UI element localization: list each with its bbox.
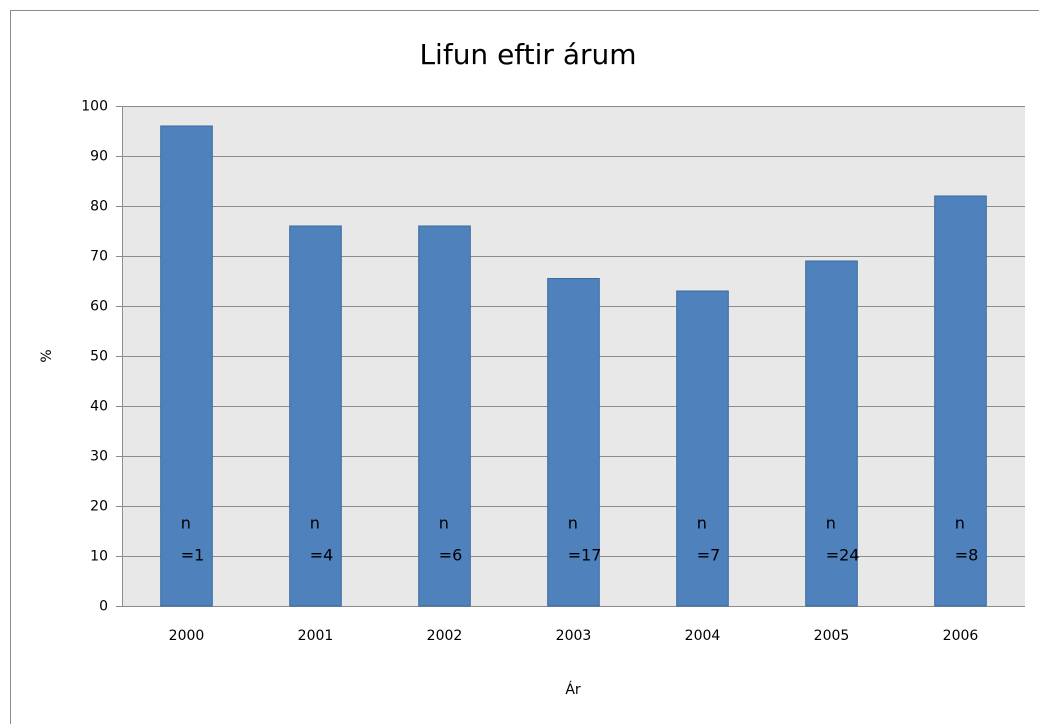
y-axis-label: % xyxy=(39,349,55,362)
data-label: =6 xyxy=(439,546,463,565)
bar xyxy=(418,225,471,607)
bar xyxy=(160,125,213,607)
data-label: =17 xyxy=(568,546,602,565)
bar xyxy=(676,290,729,607)
y-tick-label: 0 xyxy=(99,599,108,615)
y-tick-label: 30 xyxy=(90,449,108,465)
data-label: n xyxy=(310,514,320,533)
data-label: n xyxy=(955,514,965,533)
bar xyxy=(805,260,858,607)
data-label: n xyxy=(697,514,707,533)
y-tick-label: 100 xyxy=(81,99,108,115)
bar xyxy=(934,195,987,607)
x-tick-label: 2005 xyxy=(814,628,850,644)
y-tick-label: 20 xyxy=(90,499,108,515)
bar xyxy=(289,225,342,607)
x-tick-label: 2000 xyxy=(169,628,205,644)
y-tick-label: 60 xyxy=(90,299,108,315)
x-tick-label: 2006 xyxy=(943,628,979,644)
data-label: =4 xyxy=(310,546,334,565)
y-tick-label: 90 xyxy=(90,149,108,165)
x-tick-label: 2004 xyxy=(685,628,721,644)
x-tick-label: 2002 xyxy=(427,628,463,644)
y-tick-label: 50 xyxy=(90,349,108,365)
y-tick-label: 40 xyxy=(90,399,108,415)
data-label: =7 xyxy=(697,546,721,565)
x-tick-label: 2001 xyxy=(298,628,334,644)
data-label: n xyxy=(568,514,578,533)
data-label: =1 xyxy=(181,546,205,565)
data-label: n xyxy=(181,514,191,533)
data-label: =24 xyxy=(826,546,860,565)
x-axis-label: Ár xyxy=(565,681,581,698)
y-tick-label: 80 xyxy=(90,199,108,215)
bar xyxy=(547,278,600,607)
data-label: n xyxy=(826,514,836,533)
y-tick-label: 10 xyxy=(90,549,108,565)
data-label: =8 xyxy=(955,546,979,565)
y-tick-label: 70 xyxy=(90,249,108,265)
chart-title: Lifun eftir árum xyxy=(419,38,636,71)
data-label: n xyxy=(439,514,449,533)
x-tick-label: 2003 xyxy=(556,628,592,644)
